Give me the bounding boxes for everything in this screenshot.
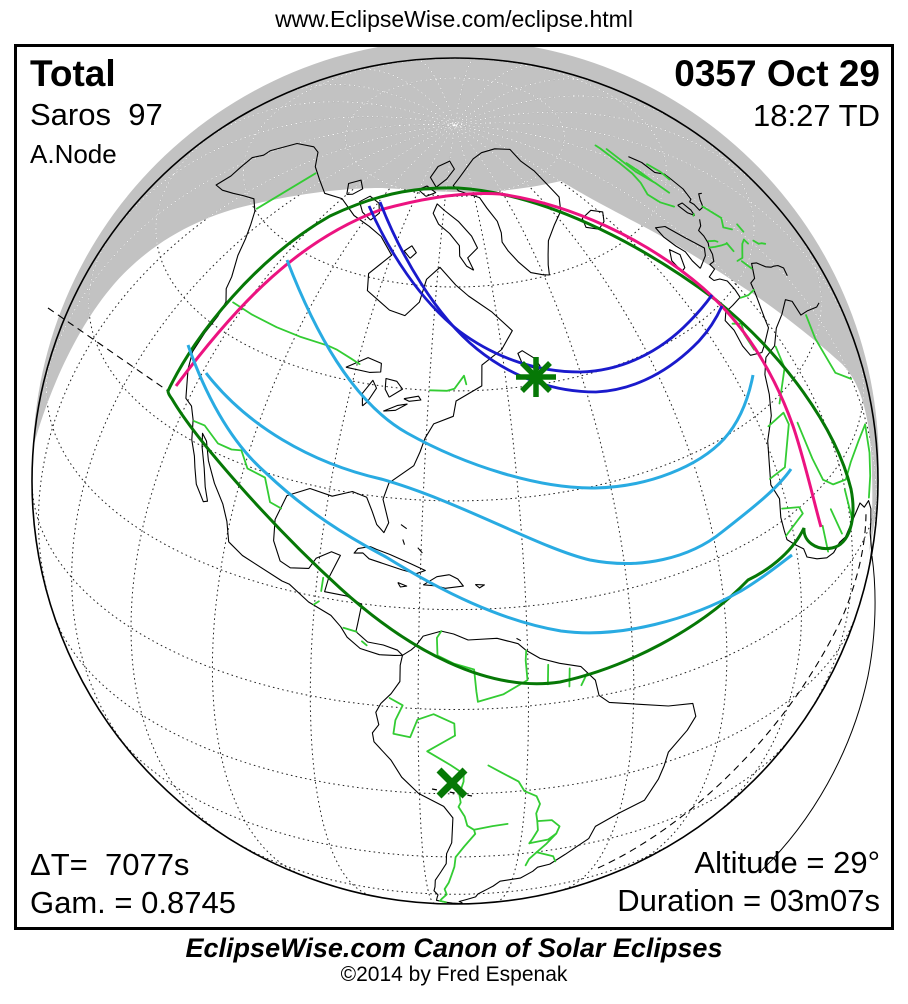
sub-solar-x-icon — [436, 767, 468, 799]
node-label: A.Node — [30, 139, 117, 169]
footer-title: EclipseWise.com Canon of Solar Eclipses — [185, 933, 723, 963]
eclipse-curves — [166, 186, 855, 686]
penumbra-limit-curve — [166, 186, 855, 686]
night-region — [33, 47, 879, 553]
altitude-label: Altitude = 29° — [694, 845, 880, 880]
delta-t-label: ΔT= 7077s — [30, 847, 190, 882]
globe-disc — [32, 58, 878, 904]
coastlines — [185, 142, 873, 905]
total-path-north-limit — [367, 205, 714, 374]
eclipse-type-label: Total — [30, 53, 116, 94]
greatest-eclipse-star-icon — [516, 357, 556, 397]
duration-label: Duration = 03m07s — [617, 883, 880, 918]
saros-label: Saros 97 — [30, 97, 163, 132]
graticule — [31, 58, 879, 904]
gamma-label: Gam. = 0.8745 — [30, 885, 236, 920]
reference-lines — [47, 307, 876, 873]
markers — [436, 357, 556, 799]
footer-copyright: ©2014 by Fred Espenak — [340, 963, 568, 986]
map-frame — [14, 44, 894, 930]
rise-set-curve — [174, 192, 823, 528]
eclipse-time-label: 18:27 TD — [753, 98, 880, 133]
globe-map — [31, 47, 879, 905]
max-eclipse-curve-1 — [285, 259, 755, 490]
max-eclipse-curve-2 — [204, 372, 793, 565]
globe-outline — [31, 57, 879, 905]
eclipse-date-label: 0357 Oct 29 — [674, 53, 880, 94]
total-path-south-limit — [378, 201, 724, 394]
site-url: www.EclipseWise.com/eclipse.html — [275, 6, 633, 32]
max-eclipse-curve-3 — [186, 344, 793, 635]
